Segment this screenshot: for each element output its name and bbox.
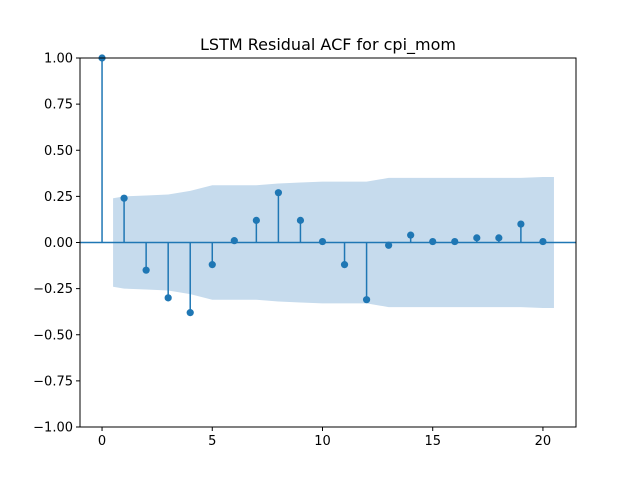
stem-marker-lag-2: [142, 266, 150, 274]
x-tick-label: 15: [424, 434, 441, 449]
stem-marker-lag-10: [318, 237, 327, 246]
stem-layer: [98, 54, 547, 317]
x-axis-ticks: 0 5 10 15 20: [98, 427, 551, 449]
y-tick-label: −0.75: [33, 374, 73, 389]
chart-title: LSTM Residual ACF for cpi_mom: [200, 35, 456, 55]
x-tick-label: 5: [208, 434, 216, 449]
x-tick-label: 20: [535, 434, 552, 449]
stem-marker-lag-13: [385, 241, 393, 249]
stem-marker-lag-19: [517, 220, 525, 228]
stem-marker-lag-4: [186, 309, 194, 317]
y-axis-ticks: −1.00 −0.75 −0.50 −0.25 0.00 0.25 0.50 0.75 1.00: [33, 52, 80, 436]
y-tick-label: −1.00: [33, 421, 73, 436]
y-tick-label: 0.75: [44, 98, 73, 113]
stem-marker-lag-17: [473, 234, 481, 242]
stem-marker-lag-14: [407, 231, 415, 239]
y-tick-label: −0.50: [33, 328, 73, 343]
stem-marker-lag-18: [495, 234, 503, 242]
stem-marker-lag-15: [429, 237, 437, 246]
x-tick-label: 0: [98, 434, 106, 449]
stem-marker-lag-20: [539, 237, 547, 246]
stem-marker-lag-11: [340, 261, 349, 269]
y-tick-label: 0.25: [44, 190, 73, 205]
stem-marker-lag-6: [230, 237, 238, 245]
stem-marker-lag-7: [252, 216, 260, 224]
stem-marker-lag-16: [451, 237, 459, 246]
x-tick-label: 10: [314, 434, 331, 449]
stem-marker-lag-8: [274, 189, 282, 197]
stem-marker-lag-9: [296, 216, 305, 224]
stem-marker-lag-12: [362, 296, 371, 304]
stem-marker-lag-1: [120, 194, 128, 202]
y-tick-label: −0.25: [33, 282, 73, 297]
y-tick-label: 1.00: [44, 52, 73, 67]
y-tick-label: 0.00: [44, 236, 73, 251]
stem-marker-lag-3: [164, 294, 172, 302]
stem-marker-lag-5: [208, 261, 216, 269]
y-tick-label: 0.50: [44, 144, 73, 159]
